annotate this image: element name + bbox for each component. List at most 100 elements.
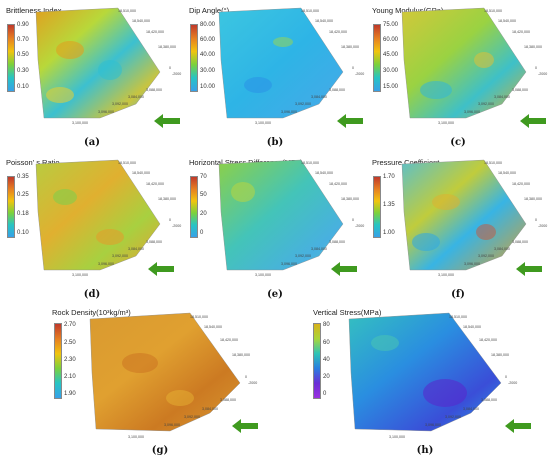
coord-label: 0 [169, 218, 171, 222]
colorbar-tick: 60.00 [383, 37, 399, 43]
coord-label: 3,084,000 [128, 247, 144, 251]
coord-label: 18,380,000 [491, 353, 509, 357]
coord-label: 18,420,000 [220, 338, 238, 342]
coord-label: 18,380,000 [524, 197, 542, 201]
coord-label: -2000 [355, 224, 365, 228]
coord-label: 3,100,000 [255, 121, 271, 125]
coord-label: 18,540,000 [315, 171, 333, 175]
panel-brittleness-index: Brittleness Index 0.90 0.70 0.50 0.30 0.… [0, 0, 183, 150]
colorbar [7, 176, 15, 238]
colorbar-tick: 50 [200, 192, 207, 198]
north-arrow-icon [232, 419, 258, 433]
coord-label: 3,100,000 [72, 121, 88, 125]
coord-label: 3,096,000 [464, 262, 480, 266]
panel-rock-density: Rock Density(10³kg/m³) 2.70 2.50 2.30 2.… [40, 303, 270, 459]
panel-letter: (f) [451, 289, 465, 300]
colorbar-tick: 2.30 [64, 357, 76, 363]
colorbar-tick: 75.00 [383, 22, 399, 28]
colorbar-tick: 80 [323, 322, 330, 328]
north-arrow-icon [331, 262, 357, 276]
colorbar-tick: 70 [200, 174, 207, 180]
coord-label: 3,088,000 [512, 88, 528, 92]
colorbar-tick: 0 [200, 230, 204, 236]
colorbar [7, 24, 15, 92]
coord-label: 3,100,000 [255, 273, 271, 277]
coord-label: 18,510,000 [449, 315, 467, 319]
north-arrow-icon [148, 262, 174, 276]
coord-label: 3,084,000 [311, 95, 327, 99]
coord-label: 3,092,000 [184, 415, 200, 419]
coord-label: 3,084,000 [128, 95, 144, 99]
north-arrow-icon [337, 114, 363, 128]
north-arrow-icon [154, 114, 180, 128]
colorbar [190, 176, 198, 238]
panel-horizontal-stress-difference: Horizontal Stress Difference(MPa) 70 50 … [183, 152, 366, 302]
colorbar-tick: 60.00 [200, 37, 216, 43]
panel-letter: (h) [416, 445, 434, 456]
colorbar-tick: 0 [323, 391, 327, 397]
coord-label: 18,510,000 [484, 9, 502, 13]
coord-label: 3,100,000 [438, 273, 454, 277]
colorbar-tick: 40 [323, 357, 330, 363]
coord-label: 0 [352, 218, 354, 222]
coord-label: -2000 [248, 381, 258, 385]
coord-label: 3,088,000 [146, 88, 162, 92]
colorbar-tick: 2.10 [64, 374, 76, 380]
colorbar-tick: 0.90 [17, 22, 29, 28]
colorbar-tick: 0.35 [17, 174, 29, 180]
panel-title: Young Modulus(GPa) [372, 6, 444, 15]
coord-label: 0 [169, 66, 171, 70]
coord-label: 18,510,000 [190, 315, 208, 319]
colorbar-tick: 45.00 [383, 52, 399, 58]
coord-label: 18,380,000 [158, 197, 176, 201]
panel-letter: (c) [450, 137, 466, 148]
surface-map [401, 159, 527, 271]
coord-label: 3,096,000 [464, 110, 480, 114]
colorbar-tick: 1.90 [64, 391, 76, 397]
north-arrow-icon [505, 419, 531, 433]
surface-map [35, 7, 161, 119]
coord-label: 18,510,000 [118, 161, 136, 165]
coord-label: 18,420,000 [146, 182, 164, 186]
coord-label: 18,420,000 [512, 182, 530, 186]
coord-label: 3,088,000 [220, 398, 236, 402]
colorbar-tick: 0.10 [17, 230, 29, 236]
coord-label: -2000 [508, 381, 518, 385]
colorbar-tick: 1.35 [383, 202, 395, 208]
panel-title: Vertical Stress(MPa) [313, 308, 382, 317]
surface-map [218, 159, 344, 271]
coord-label: 18,510,000 [118, 9, 136, 13]
panel-letter: (d) [83, 289, 101, 300]
coord-label: 18,510,000 [301, 161, 319, 165]
north-arrow-icon [520, 114, 546, 128]
coord-label: -2000 [538, 224, 548, 228]
panel-poisson-ratio: Poisson' s Ratio 0.35 0.25 0.18 0.10 18,… [0, 152, 183, 302]
coord-label: 3,096,000 [425, 423, 441, 427]
panel-dip-angle: Dip Angle(°) 80.00 60.00 40.00 30.00 10.… [183, 0, 366, 150]
coord-label: 18,540,000 [132, 171, 150, 175]
coord-label: 3,096,000 [281, 262, 297, 266]
north-arrow-icon [516, 262, 542, 276]
coord-label: 3,096,000 [164, 423, 180, 427]
coord-label: 18,420,000 [329, 182, 347, 186]
coord-label: -2000 [538, 72, 548, 76]
coord-label: 18,380,000 [158, 45, 176, 49]
colorbar-tick: 1.70 [383, 174, 395, 180]
coord-label: 18,420,000 [479, 338, 497, 342]
colorbar-tick: 20 [323, 374, 330, 380]
coord-label: 18,510,000 [301, 9, 319, 13]
colorbar-tick: 1.00 [383, 230, 395, 236]
panel-title: Brittleness Index [6, 6, 62, 15]
coord-label: 3,088,000 [329, 88, 345, 92]
panel-letter: (b) [266, 137, 284, 148]
panel-letter: (a) [84, 137, 100, 148]
panel-title: Rock Density(10³kg/m³) [52, 308, 131, 317]
coord-label: 3,096,000 [281, 110, 297, 114]
coord-label: 3,096,000 [98, 110, 114, 114]
coord-label: 3,092,000 [478, 102, 494, 106]
colorbar-tick: 80.00 [200, 22, 216, 28]
coord-label: 0 [535, 66, 537, 70]
surface-map [89, 312, 241, 432]
coord-label: 3,084,000 [202, 407, 218, 411]
colorbar [373, 24, 381, 92]
